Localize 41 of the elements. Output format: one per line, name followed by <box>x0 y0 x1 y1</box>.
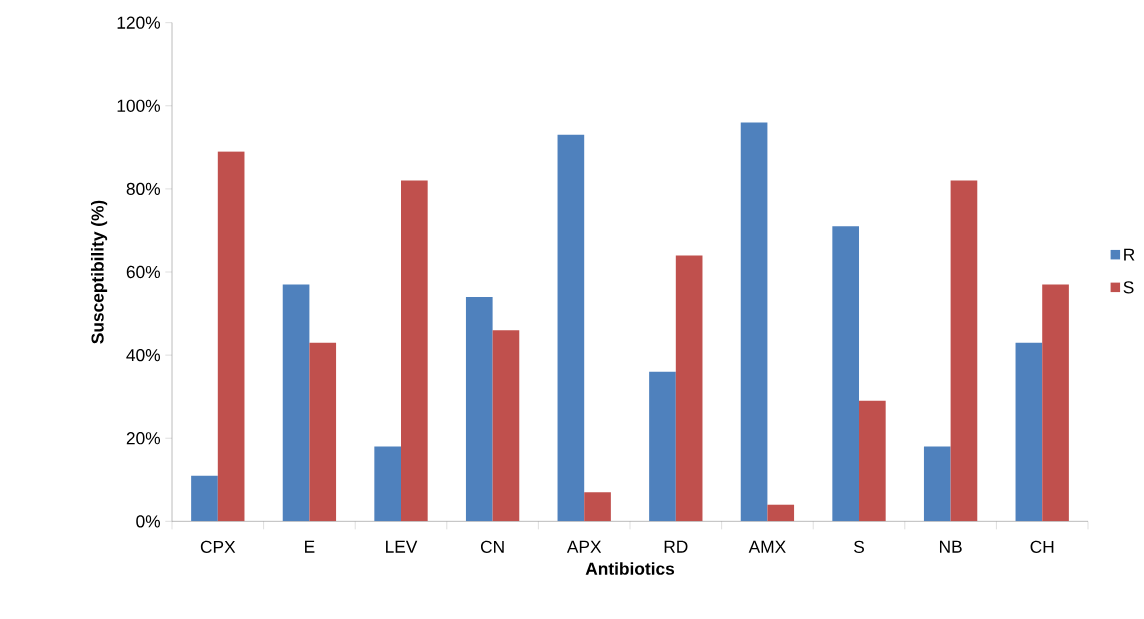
x-axis-title: Antibiotics <box>585 562 675 576</box>
y-tick-label: 40% <box>126 349 161 362</box>
x-tick-label: CN <box>480 540 504 554</box>
bar <box>401 180 428 522</box>
bar <box>740 122 768 522</box>
y-tick-label: 60% <box>126 266 161 279</box>
y-tick-label: 20% <box>126 432 161 445</box>
bar <box>282 284 310 522</box>
bar <box>1015 342 1043 522</box>
bar <box>465 297 493 522</box>
bar <box>557 135 585 522</box>
x-tick-label: AMX <box>748 540 786 553</box>
bar <box>309 342 337 522</box>
bar <box>859 400 886 522</box>
bar <box>217 151 245 522</box>
y-tick-label: 80% <box>126 182 161 196</box>
x-tick-label: APX <box>566 540 602 553</box>
bar <box>675 255 703 522</box>
bar <box>767 504 795 522</box>
x-tick-label: CPX <box>200 540 236 554</box>
y-tick-label: 0% <box>136 515 161 528</box>
x-tick-label: LEV <box>386 540 418 553</box>
bar <box>191 475 218 522</box>
bar <box>492 330 520 522</box>
bar <box>832 226 860 522</box>
legend-label: R <box>1124 248 1135 261</box>
bar <box>584 492 611 522</box>
legend-label: S <box>1123 281 1134 294</box>
y-tick-label: 120% <box>117 16 161 29</box>
x-tick-label: NB <box>939 540 962 553</box>
x-tick-label: S <box>854 540 864 554</box>
x-tick-label: CH <box>1030 540 1054 554</box>
bar <box>950 180 978 522</box>
y-tick-label: 100% <box>117 99 161 113</box>
bar <box>923 446 951 522</box>
bar <box>1042 284 1069 522</box>
x-tick-label: E <box>305 540 315 553</box>
bar <box>374 446 402 522</box>
x-tick-label: RD <box>664 540 688 553</box>
y-axis-title: Susceptibility (%) <box>90 200 108 344</box>
bar <box>649 371 676 522</box>
